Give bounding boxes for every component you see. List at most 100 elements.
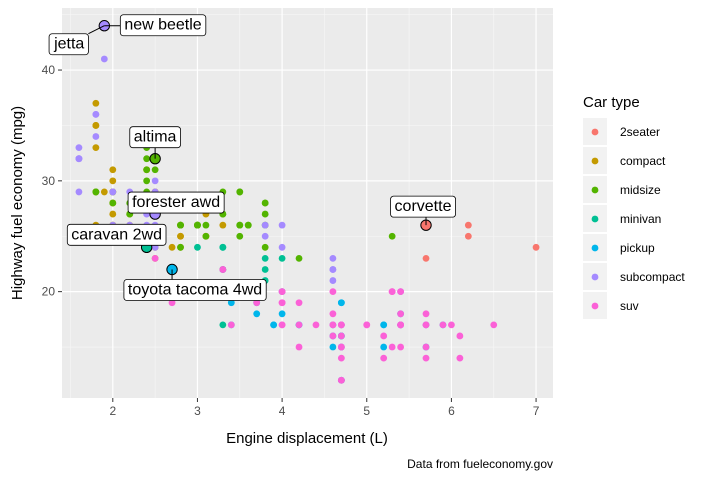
point-midsize bbox=[236, 232, 244, 240]
point-suv bbox=[363, 321, 371, 329]
point-compact bbox=[109, 166, 117, 174]
point-minivan bbox=[278, 254, 286, 262]
annotation-box bbox=[127, 191, 225, 214]
point-pickup bbox=[270, 321, 278, 329]
point-subcompact bbox=[329, 277, 337, 284]
point-suv bbox=[456, 332, 464, 340]
point-suv bbox=[337, 321, 345, 329]
x-axis-title: Engine displacement (L) bbox=[226, 430, 388, 447]
point-suv bbox=[490, 321, 498, 329]
point-suv bbox=[380, 332, 388, 340]
point-minivan bbox=[219, 321, 227, 329]
point-midsize bbox=[177, 243, 184, 251]
point-suv bbox=[337, 332, 345, 340]
annotation-text: corvette bbox=[395, 198, 452, 215]
point-suv bbox=[397, 343, 405, 351]
annotation-text: new beetle bbox=[124, 17, 201, 34]
point-2seater bbox=[464, 221, 472, 229]
y-tick-label: 30 bbox=[42, 174, 56, 188]
caption: Data from fueleconomy.gov bbox=[407, 457, 553, 471]
point-suv bbox=[329, 310, 337, 318]
point-subcompact bbox=[92, 133, 100, 140]
annotation-box bbox=[123, 279, 267, 301]
annotation-text: altima bbox=[134, 129, 177, 146]
legend-label: pickup bbox=[620, 241, 655, 255]
annotation-box bbox=[66, 223, 167, 246]
point-suv bbox=[329, 321, 337, 329]
point-midsize bbox=[92, 188, 100, 196]
point-suv bbox=[397, 288, 405, 296]
point-midsize bbox=[177, 221, 184, 229]
legend-dot bbox=[591, 244, 599, 252]
legend-dot bbox=[591, 186, 599, 194]
legend-label: 2seater bbox=[620, 125, 660, 139]
legend-dot bbox=[591, 157, 599, 165]
point-midsize bbox=[151, 166, 159, 174]
point-suv bbox=[329, 288, 337, 296]
annotation-text: forester awd bbox=[132, 194, 220, 211]
point-suv bbox=[448, 321, 455, 329]
x-axis: 2 3 4 5 6 7 bbox=[109, 398, 540, 418]
annotation-label: forester awd bbox=[127, 191, 225, 214]
point-compact bbox=[219, 221, 227, 229]
point-suv bbox=[397, 310, 405, 318]
point-midsize bbox=[194, 221, 201, 229]
point-suv bbox=[337, 376, 345, 384]
point-pickup bbox=[253, 310, 261, 318]
point-suv bbox=[388, 343, 396, 351]
point-subcompact bbox=[100, 55, 108, 63]
point-suv bbox=[295, 343, 303, 351]
legend-dot bbox=[591, 302, 599, 310]
annotation-text: caravan 2wd bbox=[71, 226, 162, 243]
point-subcompact bbox=[261, 232, 269, 240]
x-tick-label: 2 bbox=[109, 404, 116, 418]
point-suv bbox=[422, 343, 430, 351]
point-compact bbox=[92, 122, 100, 129]
point-pickup bbox=[380, 321, 388, 329]
point-subcompact bbox=[261, 221, 269, 229]
annotation-label: jetta bbox=[48, 33, 89, 56]
point-suv bbox=[278, 288, 286, 296]
point-midsize bbox=[202, 232, 210, 240]
annotation-text: toyota tacoma 4wd bbox=[128, 281, 262, 298]
point-subcompact bbox=[75, 155, 83, 163]
point-minivan bbox=[219, 243, 227, 251]
x-tick-label: 5 bbox=[363, 404, 370, 418]
legend: Car type 2seater compact midsize minivan pic… bbox=[583, 94, 685, 319]
legend-label: midsize bbox=[620, 183, 661, 197]
y-tick-label: 40 bbox=[42, 63, 56, 77]
legend-dot bbox=[591, 273, 599, 281]
point-subcompact bbox=[329, 254, 337, 262]
legend-label: subcompact bbox=[620, 270, 685, 284]
annotations: new beetle jetta altima forester awd caravan… bbox=[48, 14, 456, 301]
point-compact bbox=[92, 144, 100, 152]
point-midsize bbox=[388, 232, 396, 240]
point-suv bbox=[253, 299, 261, 307]
point-suv bbox=[227, 321, 235, 329]
point-suv bbox=[168, 299, 176, 307]
point-pickup bbox=[227, 299, 235, 307]
point-subcompact bbox=[329, 266, 337, 273]
point-suv bbox=[219, 266, 227, 273]
point-compact bbox=[109, 210, 117, 218]
x-tick-label: 6 bbox=[448, 404, 455, 418]
y-tick-label: 20 bbox=[42, 285, 56, 299]
point-suv bbox=[422, 310, 430, 318]
y-axis-title: Highway fuel economy (mpg) bbox=[9, 106, 26, 300]
point-midsize bbox=[261, 210, 269, 218]
legend-label: compact bbox=[620, 154, 666, 168]
point-suv bbox=[329, 332, 337, 340]
point-minivan bbox=[261, 254, 269, 262]
point-suv bbox=[278, 321, 286, 329]
point-suv bbox=[151, 254, 159, 262]
point-suv bbox=[337, 343, 345, 351]
point-compact bbox=[92, 99, 100, 107]
point-subcompact bbox=[278, 221, 286, 229]
point-suv bbox=[397, 321, 405, 329]
point-suv bbox=[456, 354, 464, 362]
point-midsize bbox=[143, 155, 151, 163]
annotation-label: toyota tacoma 4wd bbox=[123, 279, 267, 301]
point-suv bbox=[295, 321, 303, 329]
